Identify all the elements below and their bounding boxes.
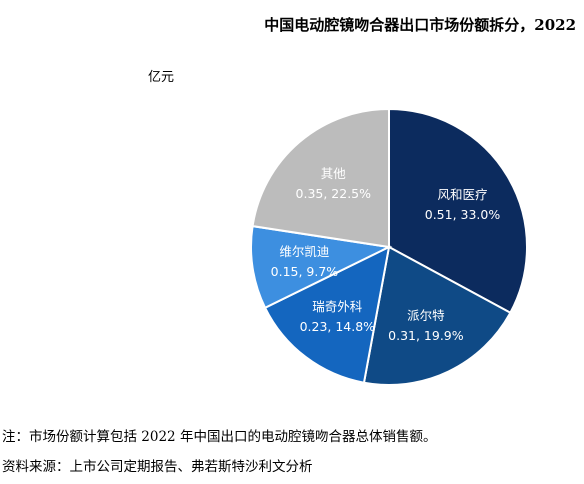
pie-slice-4 bbox=[251, 107, 390, 249]
slice-value-label: 0.35, 22.5% bbox=[296, 186, 372, 201]
footnote-note: 注：市场份额计算包括 2022 年中国出口的电动腔镜吻合器总体销售额。 bbox=[2, 429, 437, 445]
pie-chart: 风和医疗 0.51, 33.0% 派尔特 0.31, 19.9% 瑞奇外科 0.23, 1… bbox=[250, 107, 528, 386]
slice-value-label: 0.23, 14.8% bbox=[300, 319, 376, 334]
pie-slice-2 bbox=[263, 245, 391, 384]
slice-name-label: 其他 bbox=[321, 166, 347, 181]
pie-slice-1 bbox=[362, 245, 512, 386]
footnote-source: 资料来源：上市公司定期报告、弗若斯特沙利文分析 bbox=[2, 459, 313, 475]
chart-title: 中国电动腔镜吻合器出口市场份额拆分，2022 bbox=[264, 16, 576, 34]
slice-value-label: 0.15, 9.7% bbox=[271, 264, 339, 279]
slice-name-label: 派尔特 bbox=[407, 308, 445, 323]
pie-slice-0 bbox=[388, 107, 528, 315]
slice-value-label: 0.51, 33.0% bbox=[425, 207, 501, 222]
pie-slice-3 bbox=[250, 224, 393, 310]
slice-value-label: 0.31, 19.9% bbox=[388, 328, 464, 343]
slice-name-label: 维尔凯迪 bbox=[279, 244, 329, 259]
slice-name-label: 瑞奇外科 bbox=[312, 299, 363, 314]
unit-label: 亿元 bbox=[148, 70, 175, 85]
slice-name-label: 风和医疗 bbox=[438, 187, 488, 202]
